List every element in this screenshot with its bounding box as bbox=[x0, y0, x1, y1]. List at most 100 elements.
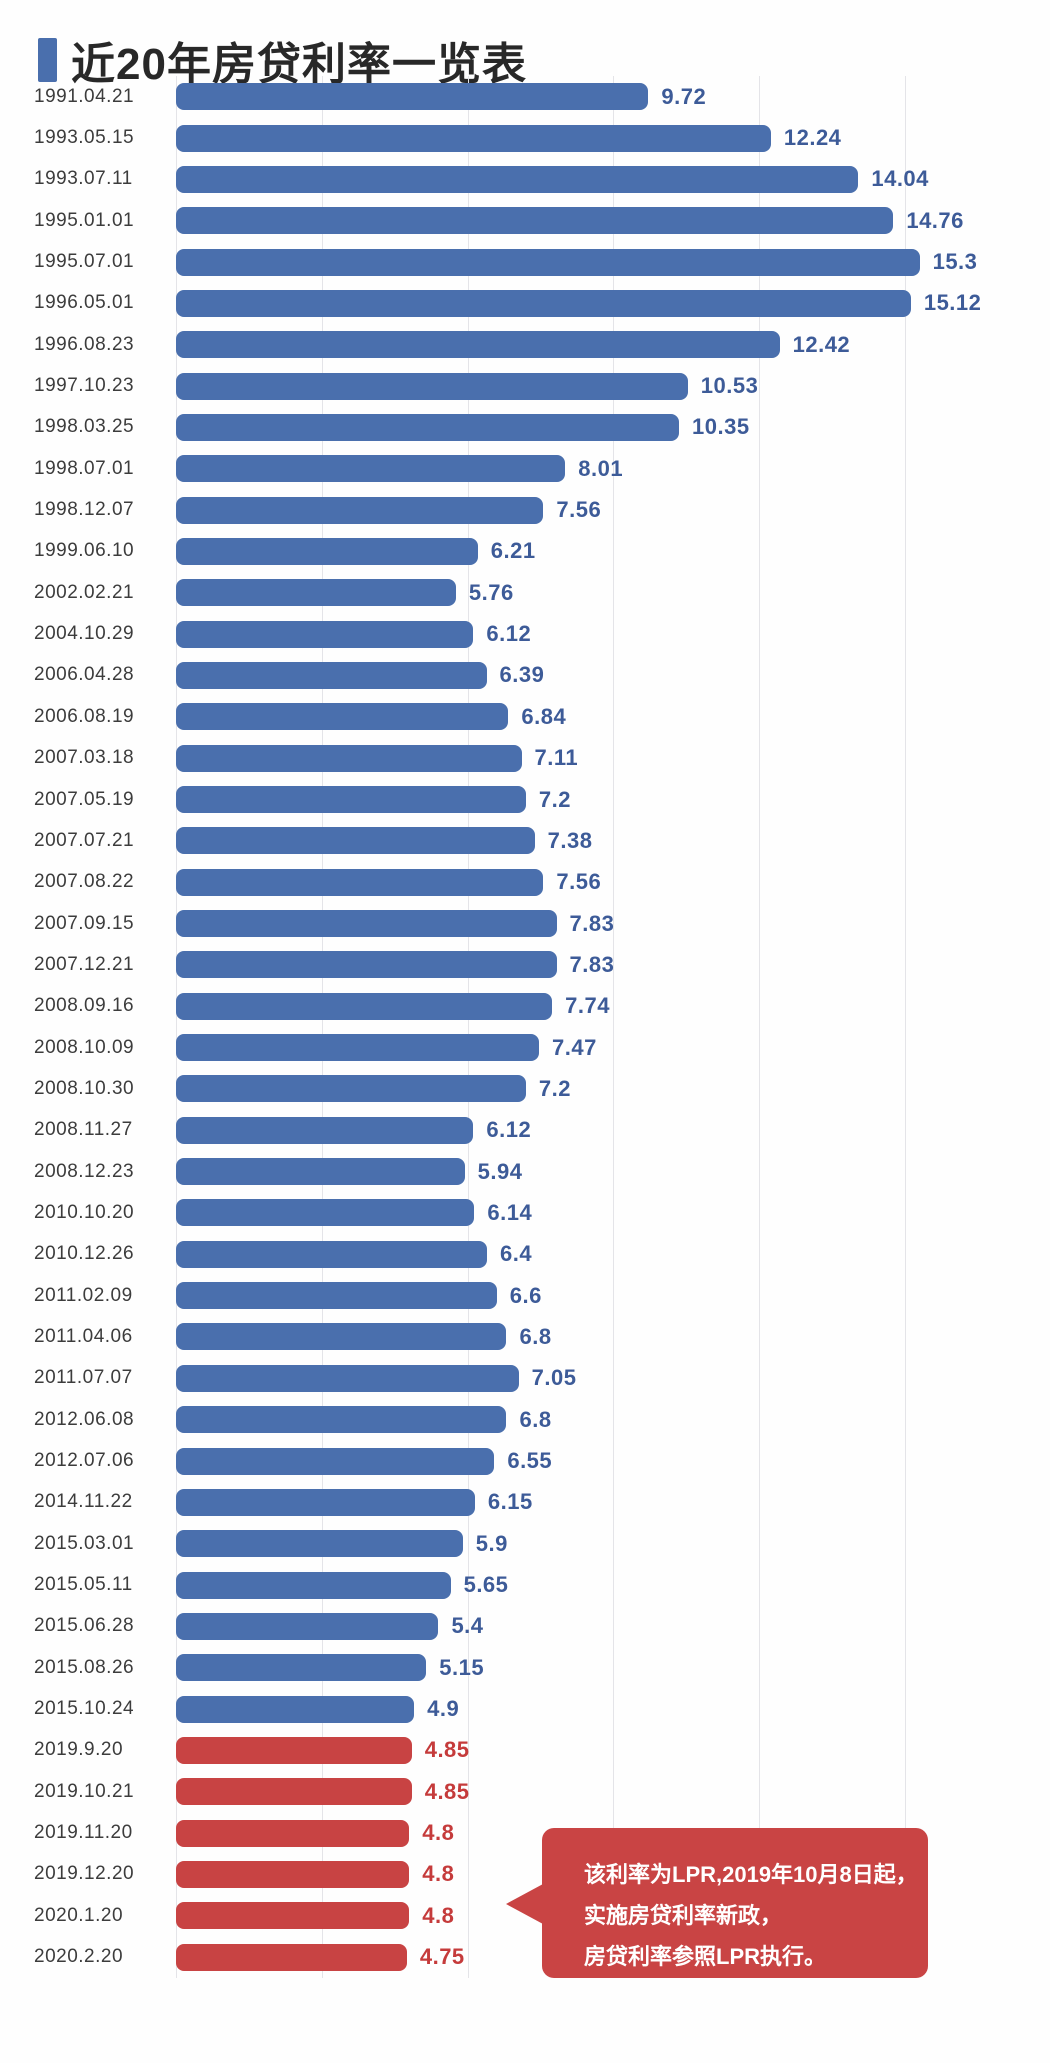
table-row: 2019.11.20 4.8 bbox=[0, 1812, 1050, 1853]
value-label: 6.4 bbox=[500, 1241, 533, 1267]
date-label: 2015.05.11 bbox=[34, 1574, 133, 1596]
rate-bar bbox=[176, 1075, 526, 1103]
date-label: 2019.11.20 bbox=[34, 1822, 133, 1844]
date-label: 2011.07.07 bbox=[34, 1367, 133, 1389]
rate-bar bbox=[176, 786, 526, 814]
table-row: 2020.2.20 4.75 bbox=[0, 1936, 1050, 1977]
date-label: 2008.11.27 bbox=[34, 1119, 133, 1141]
table-row: 2007.07.21 7.38 bbox=[0, 820, 1050, 861]
date-label: 2012.06.08 bbox=[34, 1408, 135, 1430]
rate-bar bbox=[176, 1860, 410, 1888]
date-label: 1996.05.01 bbox=[34, 292, 135, 314]
table-row: 2015.10.24 4.9 bbox=[0, 1688, 1050, 1729]
date-label: 2007.12.21 bbox=[34, 953, 135, 975]
rate-bar bbox=[176, 1819, 410, 1847]
rate-bar bbox=[176, 1488, 475, 1516]
value-label: 6.15 bbox=[487, 1489, 533, 1515]
value-label: 6.8 bbox=[519, 1406, 552, 1432]
rate-bar bbox=[176, 1406, 507, 1434]
annotation-line-1: 该利率为LPR,2019年10月8日起， bbox=[584, 1862, 918, 1887]
date-label: 2007.07.21 bbox=[34, 829, 135, 851]
value-label: 7.47 bbox=[552, 1034, 597, 1060]
date-label: 2012.07.06 bbox=[34, 1450, 135, 1472]
table-row: 1997.10.23 10.53 bbox=[0, 365, 1050, 406]
date-label: 2015.08.26 bbox=[34, 1656, 135, 1678]
date-label: 2008.10.09 bbox=[34, 1036, 135, 1058]
value-label: 6.12 bbox=[486, 1117, 532, 1143]
rate-bar bbox=[176, 827, 535, 855]
value-label: 6.12 bbox=[486, 621, 532, 647]
value-label: 9.72 bbox=[661, 83, 707, 109]
rate-bar bbox=[176, 124, 771, 152]
value-label: 5.9 bbox=[475, 1530, 508, 1556]
table-row: 1999.06.10 6.21 bbox=[0, 531, 1050, 572]
table-row: 1996.08.23 12.42 bbox=[0, 324, 1050, 365]
table-row: 2007.12.21 7.83 bbox=[0, 944, 1050, 985]
date-label: 2020.2.20 bbox=[34, 1946, 124, 1968]
value-label: 7.38 bbox=[547, 827, 593, 853]
value-label: 15.12 bbox=[923, 290, 982, 316]
date-label: 2011.04.06 bbox=[34, 1325, 133, 1347]
value-label: 6.39 bbox=[499, 662, 545, 688]
date-label: 1998.12.07 bbox=[34, 499, 135, 521]
value-label: 15.3 bbox=[932, 249, 978, 275]
table-row: 1993.07.11 14.04 bbox=[0, 159, 1050, 200]
value-label: 4.75 bbox=[419, 1944, 465, 1970]
table-row: 2006.08.19 6.84 bbox=[0, 696, 1050, 737]
date-label: 2008.09.16 bbox=[34, 995, 135, 1017]
date-label: 2006.08.19 bbox=[34, 705, 135, 727]
date-label: 1991.04.21 bbox=[34, 85, 135, 107]
value-label: 12.42 bbox=[792, 331, 851, 357]
date-label: 2007.03.18 bbox=[34, 747, 135, 769]
table-row: 2004.10.29 6.12 bbox=[0, 613, 1050, 654]
value-label: 7.11 bbox=[534, 745, 579, 771]
rate-bar bbox=[176, 1364, 519, 1392]
rate-bar bbox=[176, 1695, 415, 1723]
table-row: 2014.11.22 6.15 bbox=[0, 1482, 1050, 1523]
rate-bar bbox=[176, 1943, 407, 1971]
table-row: 2011.04.06 6.8 bbox=[0, 1316, 1050, 1357]
table-row: 1996.05.01 15.12 bbox=[0, 283, 1050, 324]
value-label: 7.83 bbox=[569, 951, 615, 977]
table-row: 2010.12.26 6.4 bbox=[0, 1234, 1050, 1275]
rate-bar bbox=[176, 248, 920, 276]
table-row: 2011.07.07 7.05 bbox=[0, 1358, 1050, 1399]
rate-bar bbox=[176, 1323, 507, 1351]
table-row: 2007.08.22 7.56 bbox=[0, 862, 1050, 903]
date-label: 1993.05.15 bbox=[34, 127, 135, 149]
table-row: 1991.04.21 9.72 bbox=[0, 76, 1050, 117]
value-label: 5.65 bbox=[463, 1572, 509, 1598]
date-label: 2019.9.20 bbox=[34, 1739, 124, 1761]
value-label: 7.2 bbox=[538, 1075, 571, 1101]
rate-bar bbox=[176, 1199, 475, 1227]
value-label: 14.76 bbox=[906, 207, 964, 233]
rate-bar bbox=[176, 289, 911, 317]
date-label: 2015.06.28 bbox=[34, 1615, 135, 1637]
value-label: 10.35 bbox=[692, 414, 750, 440]
date-label: 2006.04.28 bbox=[34, 664, 135, 686]
rate-bar bbox=[176, 455, 566, 483]
rate-bar bbox=[176, 413, 679, 441]
value-label: 7.74 bbox=[565, 993, 610, 1019]
rate-bar bbox=[176, 1158, 465, 1186]
date-label: 2008.12.23 bbox=[34, 1160, 135, 1182]
value-label: 4.85 bbox=[424, 1778, 470, 1804]
date-label: 2019.10.21 bbox=[34, 1780, 135, 1802]
date-label: 2014.11.22 bbox=[34, 1491, 133, 1513]
table-row: 2019.9.20 4.85 bbox=[0, 1730, 1050, 1771]
value-label: 6.55 bbox=[507, 1448, 553, 1474]
value-label: 5.94 bbox=[477, 1158, 523, 1184]
table-row: 1995.07.01 15.3 bbox=[0, 241, 1050, 282]
date-label: 2004.10.29 bbox=[34, 623, 135, 645]
value-label: 6.6 bbox=[509, 1282, 542, 1308]
table-row: 1998.03.25 10.35 bbox=[0, 407, 1050, 448]
date-label: 2019.12.20 bbox=[34, 1863, 135, 1885]
page-title: 近20年房贷利率一览表 bbox=[71, 40, 527, 89]
title-accent-bar bbox=[38, 38, 57, 82]
date-label: 2002.02.21 bbox=[34, 581, 135, 603]
table-row: 2015.06.28 5.4 bbox=[0, 1606, 1050, 1647]
table-row: 2015.03.01 5.9 bbox=[0, 1523, 1050, 1564]
rate-bar bbox=[176, 537, 478, 565]
table-row: 2019.12.20 4.8 bbox=[0, 1854, 1050, 1895]
